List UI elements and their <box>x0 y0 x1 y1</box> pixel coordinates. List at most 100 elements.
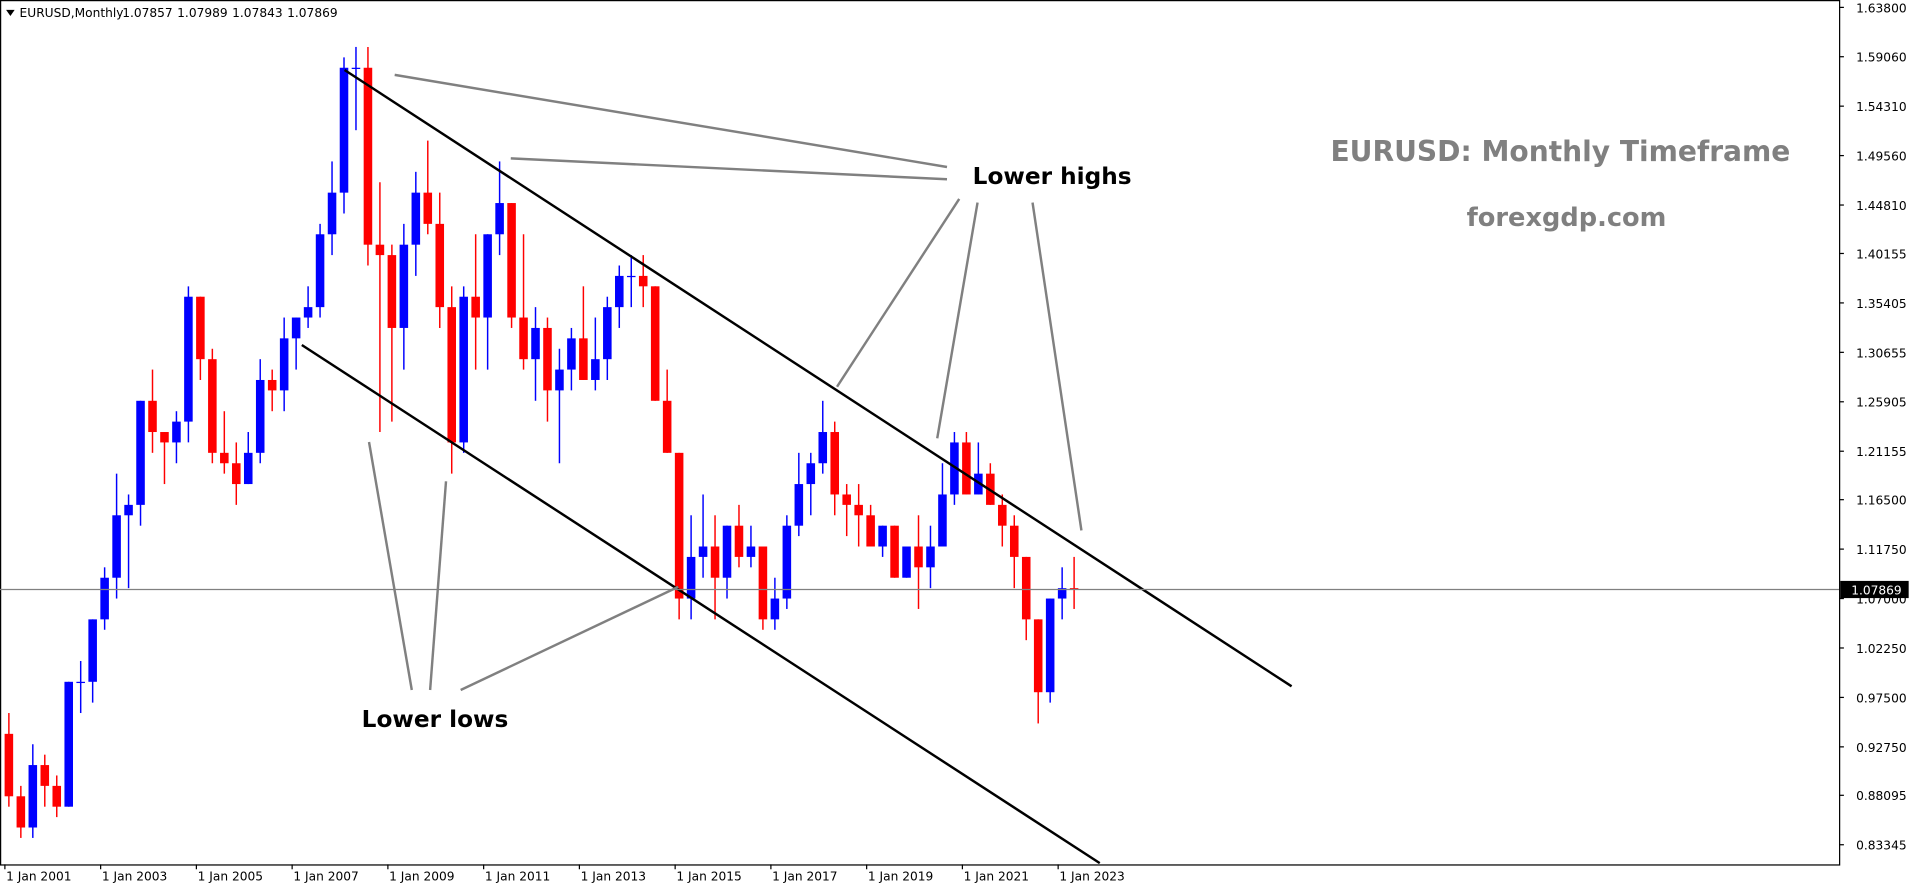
pointer <box>394 73 948 169</box>
candle-body <box>890 525 899 578</box>
candle-body <box>184 296 193 422</box>
pointers <box>367 73 1083 692</box>
price-label: 1.07869 <box>1851 583 1901 597</box>
candle-body <box>902 546 911 578</box>
candle-body <box>615 275 624 308</box>
pointer <box>936 202 979 439</box>
header-price: 1.07989 <box>177 6 227 20</box>
candle-body <box>124 504 133 516</box>
header-price: 1.07843 <box>232 6 282 20</box>
candle-body <box>267 379 277 391</box>
candle-body <box>208 359 217 453</box>
candle-body <box>806 463 816 485</box>
header-price: 1.07857 <box>122 6 172 20</box>
plot-frame <box>0 0 1841 866</box>
candle-body <box>148 400 157 433</box>
candle-body <box>64 681 73 807</box>
candle-body <box>279 338 289 391</box>
candle-body <box>818 432 828 464</box>
candle-body <box>555 369 564 391</box>
candle-body <box>626 275 636 278</box>
candle-body <box>351 67 361 69</box>
y-tick-label: 0.97500 <box>1856 691 1906 705</box>
menu-triangle <box>6 9 15 16</box>
candle-body <box>962 442 971 495</box>
pointer <box>510 157 948 181</box>
channel-lower <box>301 343 1101 865</box>
candle-body <box>136 400 145 505</box>
candle-body <box>938 494 947 547</box>
y-tick-label: 1.16500 <box>1856 494 1906 508</box>
candle-body <box>974 473 983 495</box>
candle-body <box>411 192 421 245</box>
channel-upper <box>343 68 1293 688</box>
pointer <box>460 585 679 692</box>
pointer <box>367 441 413 691</box>
candle-body <box>567 338 576 370</box>
y-tick-label: 1.02250 <box>1856 642 1906 656</box>
candle-body <box>243 452 253 485</box>
x-tick-label: 1 Jan 2005 <box>198 869 263 883</box>
candle-body <box>926 546 935 568</box>
candle-body <box>878 525 887 547</box>
x-tick-label: 1 Jan 2013 <box>581 869 646 883</box>
candle-body <box>255 379 265 453</box>
candle-body <box>1033 619 1043 693</box>
y-tick-label: 0.83345 <box>1856 839 1906 853</box>
candle-body <box>866 515 875 547</box>
candle-body <box>782 525 792 599</box>
y-tick-label: 1.59060 <box>1856 51 1906 65</box>
candle-body <box>471 296 480 318</box>
pointer <box>836 198 961 388</box>
y-tick-label: 1.35405 <box>1856 297 1906 311</box>
candle-body <box>1021 556 1031 620</box>
x-tick-label: 1 Jan 2021 <box>964 869 1029 883</box>
candle-body <box>531 327 540 360</box>
y-tick-label: 1.54310 <box>1856 100 1906 114</box>
header-prices: 1.07857 1.07989 1.07843 1.07869 <box>122 6 337 20</box>
x-tick-label: 1 Jan 2009 <box>389 869 454 883</box>
candle-body <box>363 67 373 245</box>
y-tick-label: 0.88095 <box>1856 789 1906 803</box>
y-tick-label: 0.92750 <box>1856 741 1906 755</box>
candle-body <box>423 192 433 224</box>
candle-body <box>998 504 1007 526</box>
candle-body <box>674 452 684 599</box>
y-tick-label: 1.21155 <box>1856 445 1906 459</box>
candle-body <box>28 765 38 828</box>
candle-body <box>315 234 325 308</box>
candle-body <box>339 67 349 193</box>
candle-body <box>579 338 588 380</box>
x-tick-label: 1 Jan 2019 <box>868 869 933 883</box>
candle-body <box>758 546 768 620</box>
candle-body <box>495 203 504 235</box>
x-tick-label: 1 Jan 2003 <box>102 869 167 883</box>
candle-body <box>710 546 720 578</box>
candle-body <box>232 463 241 485</box>
candle-body <box>435 223 445 308</box>
candle-body <box>52 785 62 807</box>
chart-subtitle: forexgdp.com <box>1467 203 1667 233</box>
candle-body <box>16 796 26 828</box>
candle-body <box>1045 598 1055 693</box>
candle-body <box>160 432 169 443</box>
candle-body <box>459 296 468 443</box>
x-tick-label: 1 Jan 2001 <box>6 869 71 883</box>
candle-body <box>638 275 648 287</box>
candle-body <box>734 525 744 557</box>
candle-body <box>399 244 409 328</box>
x-tick-label: 1 Jan 2017 <box>772 869 837 883</box>
candle-body <box>303 307 313 318</box>
candle-body <box>447 307 457 443</box>
price-box <box>1840 580 1909 599</box>
y-tick-label: 1.30655 <box>1856 346 1906 360</box>
x-tick-label: 1 Jan 2023 <box>1059 869 1124 883</box>
candle-body <box>914 546 923 568</box>
candle-body <box>4 733 14 797</box>
annotation: Lower highs <box>973 163 1132 190</box>
candle-body <box>770 598 780 620</box>
candle-body <box>830 432 840 495</box>
pointer <box>1031 202 1083 531</box>
candle-body <box>291 317 301 339</box>
